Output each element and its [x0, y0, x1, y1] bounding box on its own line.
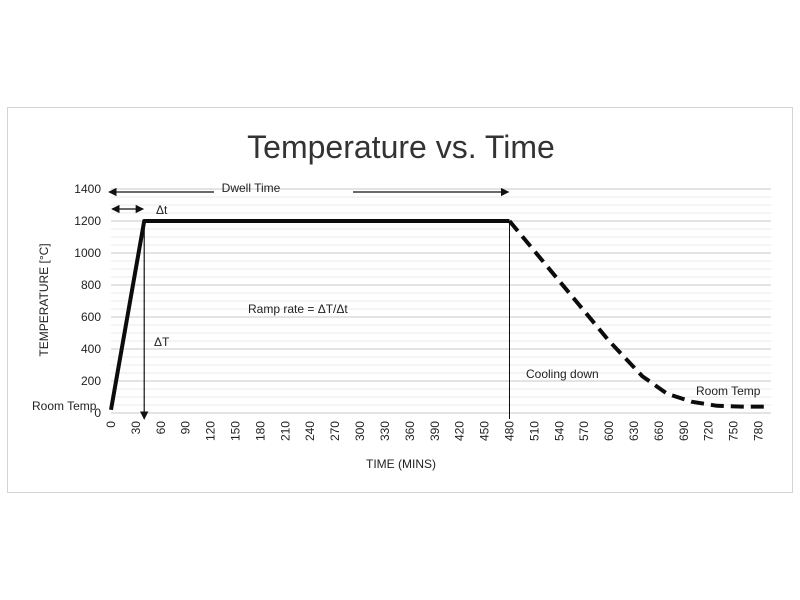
y-tick-label: 1400	[74, 182, 101, 196]
chart-title: Temperature vs. Time	[247, 129, 555, 165]
x-tick-label: 210	[278, 421, 292, 441]
x-axis-label: TIME (MINS)	[366, 457, 436, 471]
ramp-rate-label: Ramp rate = ΔT/Δt	[248, 302, 348, 316]
x-tick-label: 390	[428, 421, 442, 441]
x-tick-label: 750	[727, 421, 741, 441]
x-tick-label: 600	[602, 421, 616, 441]
x-tick-label: 270	[328, 421, 342, 441]
temperature-time-chart: 0 200 400 600 800 1000 1200 1400 0 30 60 90 120 150 18…	[32, 129, 771, 471]
delta-T-label: ΔT	[154, 335, 170, 349]
x-tick-label: 300	[353, 421, 367, 441]
heating-dwell-line	[109, 219, 510, 411]
x-tick-label: 330	[378, 421, 392, 441]
x-tick-label: 360	[403, 421, 417, 441]
x-tick-label: 510	[527, 421, 541, 441]
x-tick-label: 540	[552, 421, 566, 441]
x-tick-label: 720	[702, 421, 716, 441]
y-tick-label: 1000	[74, 246, 101, 260]
x-tick-label: 30	[129, 421, 143, 435]
y-tick-label: 200	[81, 374, 101, 388]
x-tick-label: 240	[303, 421, 317, 441]
x-tick-label: 780	[752, 421, 766, 441]
x-tick-label: 120	[204, 421, 218, 441]
y-tick-label: 800	[81, 278, 101, 292]
x-tick-label: 450	[478, 421, 492, 441]
x-tick-label: 90	[179, 421, 193, 435]
x-tick-label: 60	[154, 421, 168, 435]
y-tick-label: 400	[81, 342, 101, 356]
room-temp-end-label: Room Temp	[696, 384, 761, 398]
x-tick-label: 480	[502, 421, 516, 441]
delta-t-label: Δt	[156, 203, 168, 217]
x-tick-label: 630	[627, 421, 641, 441]
y-tick-label: 1200	[74, 214, 101, 228]
y-tick-label: 0	[94, 406, 101, 420]
y-tick-label: 600	[81, 310, 101, 324]
x-tick-label: 150	[229, 421, 243, 441]
x-tick-label: 690	[677, 421, 691, 441]
dwell-time-label: Dwell Time	[222, 181, 281, 195]
cooling-down-label: Cooling down	[526, 367, 599, 381]
chart-frame: 0 200 400 600 800 1000 1200 1400 0 30 60 90 120 150 18…	[7, 107, 793, 493]
room-temp-start-label: Room Temp	[32, 399, 97, 413]
y-axis-label: TEMPERATURE [°C]	[37, 243, 51, 356]
x-tick-label: 180	[253, 421, 267, 441]
x-tick-label: 570	[577, 421, 591, 441]
x-tick-label: 660	[652, 421, 666, 441]
x-tick-label: 0	[104, 421, 118, 428]
x-tick-label: 420	[453, 421, 467, 441]
